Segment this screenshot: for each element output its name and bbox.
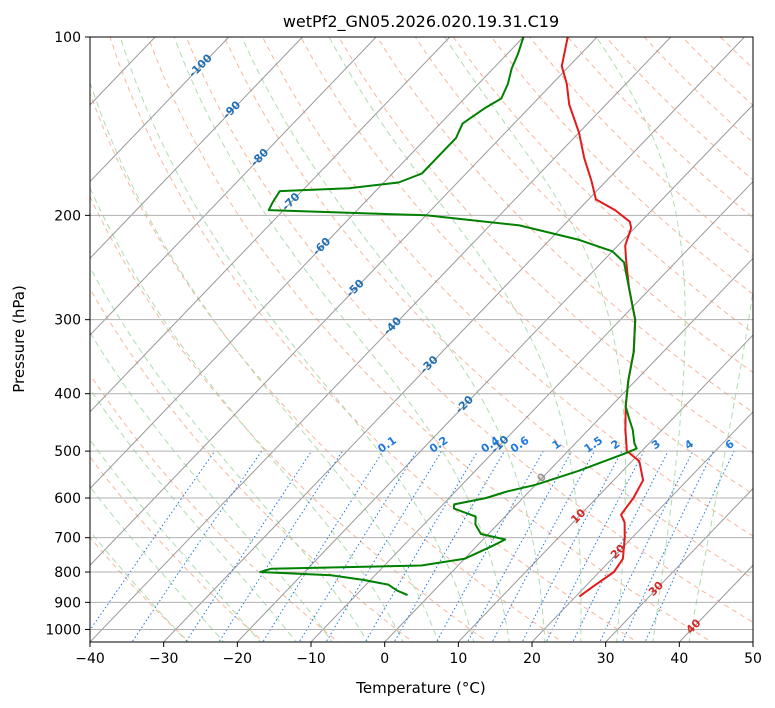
x-tick-label: 40 — [670, 651, 688, 667]
isotherm-line — [90, 37, 525, 490]
y-tick-label: 800 — [54, 565, 81, 581]
dry-adiabat-line — [147, 37, 713, 642]
moist-adiabat-line — [90, 485, 225, 642]
y-axis: 100 200 300 400 500 600 700 800 900 1000 — [45, 30, 90, 638]
dry-adiabat-line — [90, 91, 564, 642]
isotherm-line — [457, 334, 753, 642]
x-tick-label: 10 — [449, 651, 467, 667]
isotherm-line — [90, 37, 672, 642]
isotherm-line — [236, 104, 753, 642]
chart-title: wetPf2_GN05.2026.020.19.31.C19 — [283, 12, 559, 32]
y-tick-label: 900 — [54, 595, 81, 611]
mixing-ratio-line — [262, 450, 384, 642]
dry-adiabat-line — [223, 37, 753, 580]
y-tick-label: 400 — [54, 387, 81, 403]
y-axis-title: Pressure (hPa) — [10, 285, 28, 393]
isotherm-line — [310, 180, 753, 642]
mixing-ratio-line — [393, 450, 505, 642]
isotherm-line — [383, 257, 753, 642]
dry-adiabat-line — [643, 37, 753, 144]
mixing-ratio-line — [644, 450, 735, 642]
dry-adiabat-line — [90, 373, 340, 642]
y-tick-label: 500 — [54, 444, 81, 460]
x-tick-label: 0 — [380, 651, 389, 667]
isotherm-line — [90, 37, 377, 336]
y-tick-label: 600 — [54, 491, 81, 507]
x-axis-title: Temperature (°C) — [355, 679, 485, 697]
y-tick-label: 300 — [54, 313, 81, 329]
dry-adiabat-line — [109, 37, 638, 642]
y-tick-label: 100 — [54, 30, 81, 46]
dry-adiabat-line — [185, 37, 753, 623]
mixing-ratio-line — [491, 450, 595, 642]
plot-frame — [89, 36, 754, 643]
x-tick-label: −40 — [75, 651, 105, 667]
y-tick-label: 200 — [54, 208, 81, 224]
x-tick-label: 30 — [597, 651, 615, 667]
mixing-ratio-line — [545, 450, 645, 642]
mixing-ratio-line — [298, 450, 418, 642]
mixing-ratio-line — [218, 450, 343, 642]
x-tick-label: 50 — [744, 651, 762, 667]
isotherm-line — [90, 37, 304, 260]
isotherm-line — [90, 37, 230, 183]
isotherm-line — [90, 37, 598, 566]
x-axis: −40 −30 −20 −10 0 10 20 30 40 50 — [75, 642, 762, 667]
mixing-ratio-line — [521, 450, 623, 642]
mixing-ratio-line — [90, 450, 216, 631]
x-tick-label: −10 — [296, 651, 326, 667]
mixing-ratio-line — [185, 450, 313, 642]
isotherm-line — [604, 487, 753, 642]
dry-adiabat-line — [262, 37, 753, 537]
x-tick-label: −20 — [223, 651, 253, 667]
dry-adiabat-line — [90, 456, 265, 642]
x-tick-label: 20 — [523, 651, 541, 667]
x-tick-label: −30 — [149, 651, 179, 667]
mixing-ratio-line — [364, 450, 479, 642]
mixing-ratio-line — [621, 450, 714, 642]
y-tick-label: 700 — [54, 531, 81, 547]
mixing-ratio-line — [131, 450, 263, 642]
isotherm-line — [90, 37, 451, 413]
pressure-gridlines — [90, 37, 753, 630]
dry-adiabat-line — [414, 37, 753, 374]
dewpoint-profile-line — [259, 37, 638, 597]
isotherm-line — [162, 37, 746, 642]
sounding-series — [259, 37, 645, 598]
y-tick-label: 1000 — [45, 622, 81, 638]
dry-adiabat-line — [452, 37, 753, 334]
